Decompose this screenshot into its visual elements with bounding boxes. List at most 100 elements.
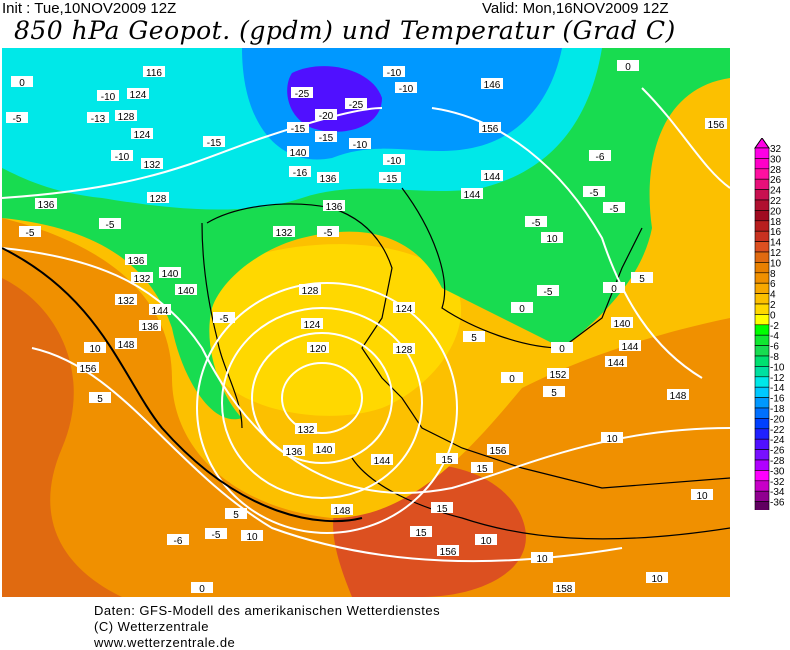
colorbar-label: -22 — [770, 425, 785, 436]
temperature-label: 10 — [691, 489, 713, 502]
geopotential-label: 158 — [553, 582, 575, 595]
colorbar-bin — [754, 293, 770, 305]
footer-data-source: Daten: GFS-Modell des amerikanischen Wet… — [94, 603, 441, 618]
geopotential-label: 144 — [371, 454, 393, 467]
svg-text:144: 144 — [622, 342, 639, 353]
geopotential-label: 132 — [273, 226, 295, 239]
svg-text:-15: -15 — [383, 174, 398, 185]
svg-text:-5: -5 — [610, 204, 619, 215]
colorbar-bin — [754, 230, 770, 242]
svg-text:0: 0 — [559, 344, 565, 355]
geopotential-label: 128 — [147, 192, 169, 205]
colorbar-bin — [754, 459, 770, 471]
svg-text:-10: -10 — [101, 92, 116, 103]
temperature-label: -10 — [97, 90, 119, 103]
geopotential-label: 124 — [127, 88, 149, 101]
geopotential-label: 140 — [159, 267, 181, 280]
geopotential-label: 144 — [619, 340, 641, 353]
colorbar-bin — [754, 386, 770, 398]
temp-field-red-sw — [2, 278, 122, 597]
svg-text:158: 158 — [556, 584, 573, 595]
colorbar-bin — [754, 220, 770, 232]
colorbar-label: -2 — [770, 321, 779, 332]
svg-text:156: 156 — [482, 124, 499, 135]
colorbar-label: 30 — [770, 154, 782, 165]
geopotential-label: 148 — [667, 389, 689, 402]
temperature-label: 10 — [541, 232, 563, 245]
svg-text:-5: -5 — [324, 228, 333, 239]
colorbar-bin — [754, 407, 770, 419]
svg-text:-10: -10 — [399, 84, 414, 95]
svg-text:0: 0 — [611, 284, 617, 295]
svg-text:5: 5 — [551, 388, 557, 399]
colorbar-bin — [754, 314, 770, 326]
colorbar-bin — [754, 158, 770, 170]
colorbar-bin — [754, 438, 770, 450]
colorbar-bin — [754, 241, 770, 253]
geopotential-label: 136 — [35, 198, 57, 211]
weather-map: 1161241281241321281401361321361361321401… — [2, 48, 730, 597]
geopotential-label: 136 — [139, 320, 161, 333]
colorbar-label: -18 — [770, 404, 785, 415]
geopotential-label: 140 — [313, 443, 335, 456]
temperature-label: -16 — [289, 166, 311, 179]
svg-text:0: 0 — [19, 78, 25, 89]
colorbar-label: 12 — [770, 248, 782, 259]
colorbar-label: -30 — [770, 466, 785, 477]
svg-text:148: 148 — [334, 506, 351, 517]
svg-text:128: 128 — [150, 194, 167, 205]
geopotential-label: 136 — [317, 172, 339, 185]
svg-text:-5: -5 — [532, 218, 541, 229]
temperature-label: -10 — [383, 154, 405, 167]
colorbar-bin — [754, 345, 770, 357]
temperature-label: 5 — [89, 392, 111, 405]
temperature-label: -5 — [537, 285, 559, 298]
svg-text:132: 132 — [144, 160, 161, 171]
colorbar-label: -26 — [770, 446, 785, 457]
temperature-label: 5 — [543, 386, 565, 399]
temperature-label: -10 — [349, 138, 371, 151]
colorbar-bin — [754, 324, 770, 336]
temperature-label: 15 — [410, 526, 432, 539]
colorbar-label: -10 — [770, 362, 785, 373]
svg-text:-13: -13 — [91, 114, 106, 125]
geopotential-label: 124 — [131, 128, 153, 141]
svg-text:10: 10 — [696, 491, 708, 502]
temperature-label: 0 — [603, 282, 625, 295]
footer-website[interactable]: www.wetterzentrale.de — [94, 635, 236, 650]
contour-labels: 1161241281241321281401361321361361321401… — [6, 60, 727, 595]
colorbar-label: -12 — [770, 373, 785, 384]
svg-text:-15: -15 — [319, 133, 334, 144]
geopotential-contours — [2, 87, 730, 563]
geopotential-label: 136 — [323, 200, 345, 213]
svg-text:-15: -15 — [207, 138, 222, 149]
temperature-label: 0 — [551, 342, 573, 355]
geopotential-label: 128 — [393, 343, 415, 356]
geopotential-label: 120 — [307, 342, 329, 355]
colorbar-label: 14 — [770, 238, 782, 249]
geopotential-label: 148 — [331, 504, 353, 517]
svg-text:156: 156 — [490, 446, 507, 457]
svg-text:128: 128 — [396, 345, 413, 356]
temperature-label: 15 — [436, 453, 458, 466]
temperature-label: -5 — [205, 528, 227, 541]
svg-text:120: 120 — [310, 344, 327, 355]
geopotential-label: 144 — [461, 188, 483, 201]
temperature-label: 10 — [84, 342, 106, 355]
svg-text:136: 136 — [286, 447, 303, 458]
temperature-label: -5 — [213, 312, 235, 325]
colorbar-bin — [754, 262, 770, 274]
svg-text:148: 148 — [670, 391, 687, 402]
colorbar-label: 10 — [770, 258, 782, 269]
colorbar-bin — [754, 282, 770, 294]
valid-time: Valid: Mon,16NOV2009 12Z — [482, 0, 669, 17]
svg-text:-20: -20 — [319, 111, 334, 122]
geopotential-label: 132 — [141, 158, 163, 171]
colorbar-label: 0 — [770, 310, 776, 321]
colorbar-bin — [754, 490, 770, 502]
svg-text:132: 132 — [118, 296, 135, 307]
temperature-label: -20 — [315, 109, 337, 122]
svg-text:0: 0 — [509, 374, 515, 385]
colorbar-bin — [754, 418, 770, 430]
geopotential-label: 128 — [115, 110, 137, 123]
